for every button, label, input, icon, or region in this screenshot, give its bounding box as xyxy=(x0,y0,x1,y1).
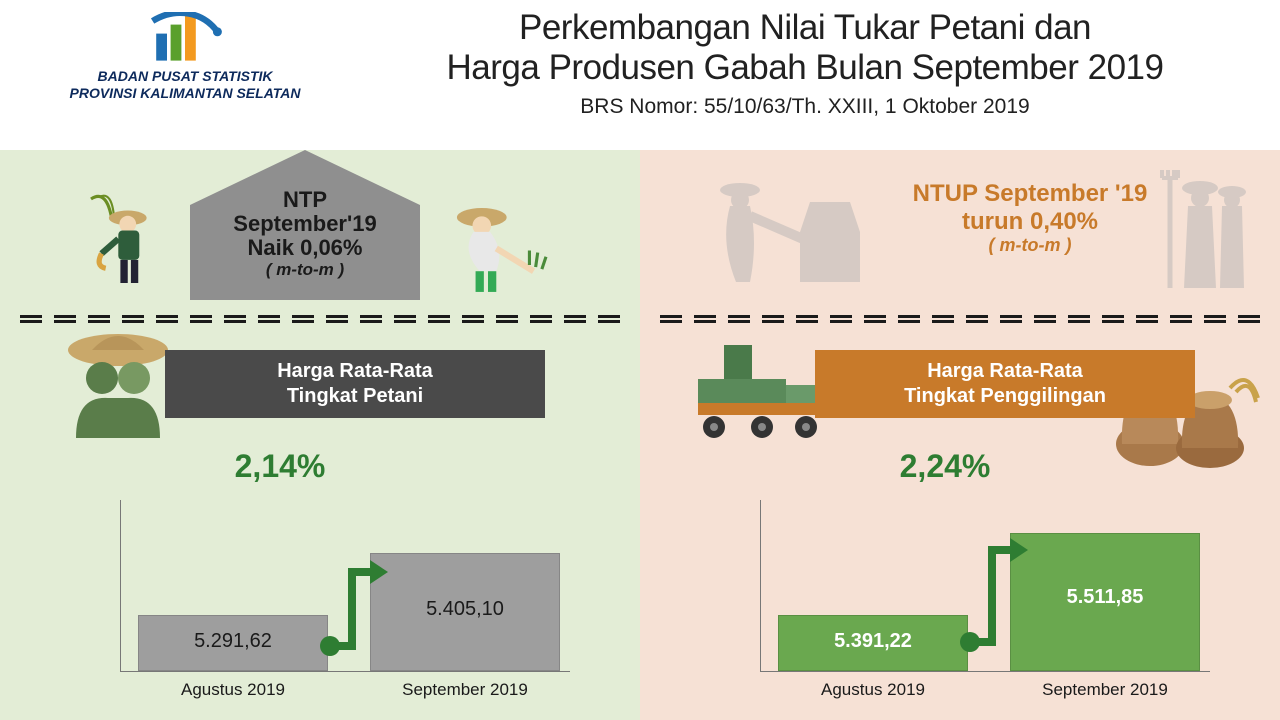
org-line1: BADAN PUSAT STATISTIK xyxy=(70,68,301,85)
ntp-line3: Naik 0,06% xyxy=(190,236,420,260)
milling-machine-icon xyxy=(688,345,828,440)
bar-aug-left-val: 5.291,62 xyxy=(139,630,327,653)
farmers-pair-icon xyxy=(58,328,178,443)
ntup-sub: ( m-to-m ) xyxy=(900,235,1160,256)
bar-sep-left: 5.405,10 xyxy=(370,553,560,671)
xcat-aug-right: Agustus 2019 xyxy=(778,680,968,700)
bps-logo-icon xyxy=(140,12,230,66)
banner-left-l2: Tingkat Petani xyxy=(165,384,545,409)
farmer-rake-silhouette-icon xyxy=(1160,168,1250,298)
xcat-sep-right: September 2019 xyxy=(1010,680,1200,700)
ntup-line2: turun 0,40% xyxy=(900,208,1160,236)
chart-petani: 5.291,62 5.405,10 Agustus 2019 September… xyxy=(120,500,570,700)
ntup-headline: NTUP September '19 turun 0,40% ( m-to-m … xyxy=(900,180,1160,256)
title-line1: Perkembangan Nilai Tukar Petani dan xyxy=(350,8,1260,48)
banner-penggilingan: Harga Rata-Rata Tingkat Penggilingan xyxy=(815,350,1195,418)
xcat-aug-left: Agustus 2019 xyxy=(138,680,328,700)
banner-right-l2: Tingkat Penggilingan xyxy=(815,384,1195,409)
bar-sep-left-val: 5.405,10 xyxy=(371,598,559,621)
header: BADAN PUSAT STATISTIK PROVINSI KALIMANTA… xyxy=(0,0,1280,150)
step-arrow-left-icon xyxy=(318,542,388,672)
ntp-sub: ( m-to-m ) xyxy=(190,261,420,280)
org-line2: PROVINSI KALIMANTAN SELATAN xyxy=(70,85,301,102)
bar-sep-right-val: 5.511,85 xyxy=(1011,586,1199,609)
bar-aug-left: 5.291,62 xyxy=(138,615,328,671)
farmer-planting-icon xyxy=(430,198,575,303)
title-block: Perkembangan Nilai Tukar Petani dan Harg… xyxy=(350,8,1260,119)
title-sub: BRS Nomor: 55/10/63/Th. XXIII, 1 Oktober… xyxy=(350,95,1260,119)
ntp-line2: September'19 xyxy=(190,212,420,236)
farmer-harvest-icon xyxy=(70,186,175,296)
banner-petani: Harga Rata-Rata Tingkat Petani xyxy=(165,350,545,418)
bar-sep-right: 5.511,85 xyxy=(1010,533,1200,671)
separator-right xyxy=(660,315,1260,323)
panels: NTP September'19 Naik 0,06% ( m-to-m ) xyxy=(0,150,1280,720)
separator-left xyxy=(20,315,620,323)
banner-left-l1: Harga Rata-Rata xyxy=(165,359,545,384)
bps-logo-block: BADAN PUSAT STATISTIK PROVINSI KALIMANTA… xyxy=(20,8,350,102)
panel-ntup: NTUP September '19 turun 0,40% ( m-to-m … xyxy=(640,150,1280,720)
panel-ntp: NTP September'19 Naik 0,06% ( m-to-m ) xyxy=(0,150,640,720)
step-arrow-right-icon xyxy=(958,522,1028,672)
bar-aug-right-val: 5.391,22 xyxy=(779,630,967,653)
pct-left: 2,14% xyxy=(0,448,640,485)
banner-right-l1: Harga Rata-Rata xyxy=(815,359,1195,384)
bar-aug-right: 5.391,22 xyxy=(778,615,968,671)
title-line2: Harga Produsen Gabah Bulan September 201… xyxy=(350,48,1260,88)
pct-right: 2,24% xyxy=(610,448,1280,485)
chart-penggilingan: 5.391,22 5.511,85 Agustus 2019 September… xyxy=(760,500,1210,700)
xcat-sep-left: September 2019 xyxy=(370,680,560,700)
ntup-line1: NTUP September '19 xyxy=(900,180,1160,208)
ntp-line1: NTP xyxy=(190,188,420,212)
ntp-house: NTP September'19 Naik 0,06% ( m-to-m ) xyxy=(190,150,420,300)
